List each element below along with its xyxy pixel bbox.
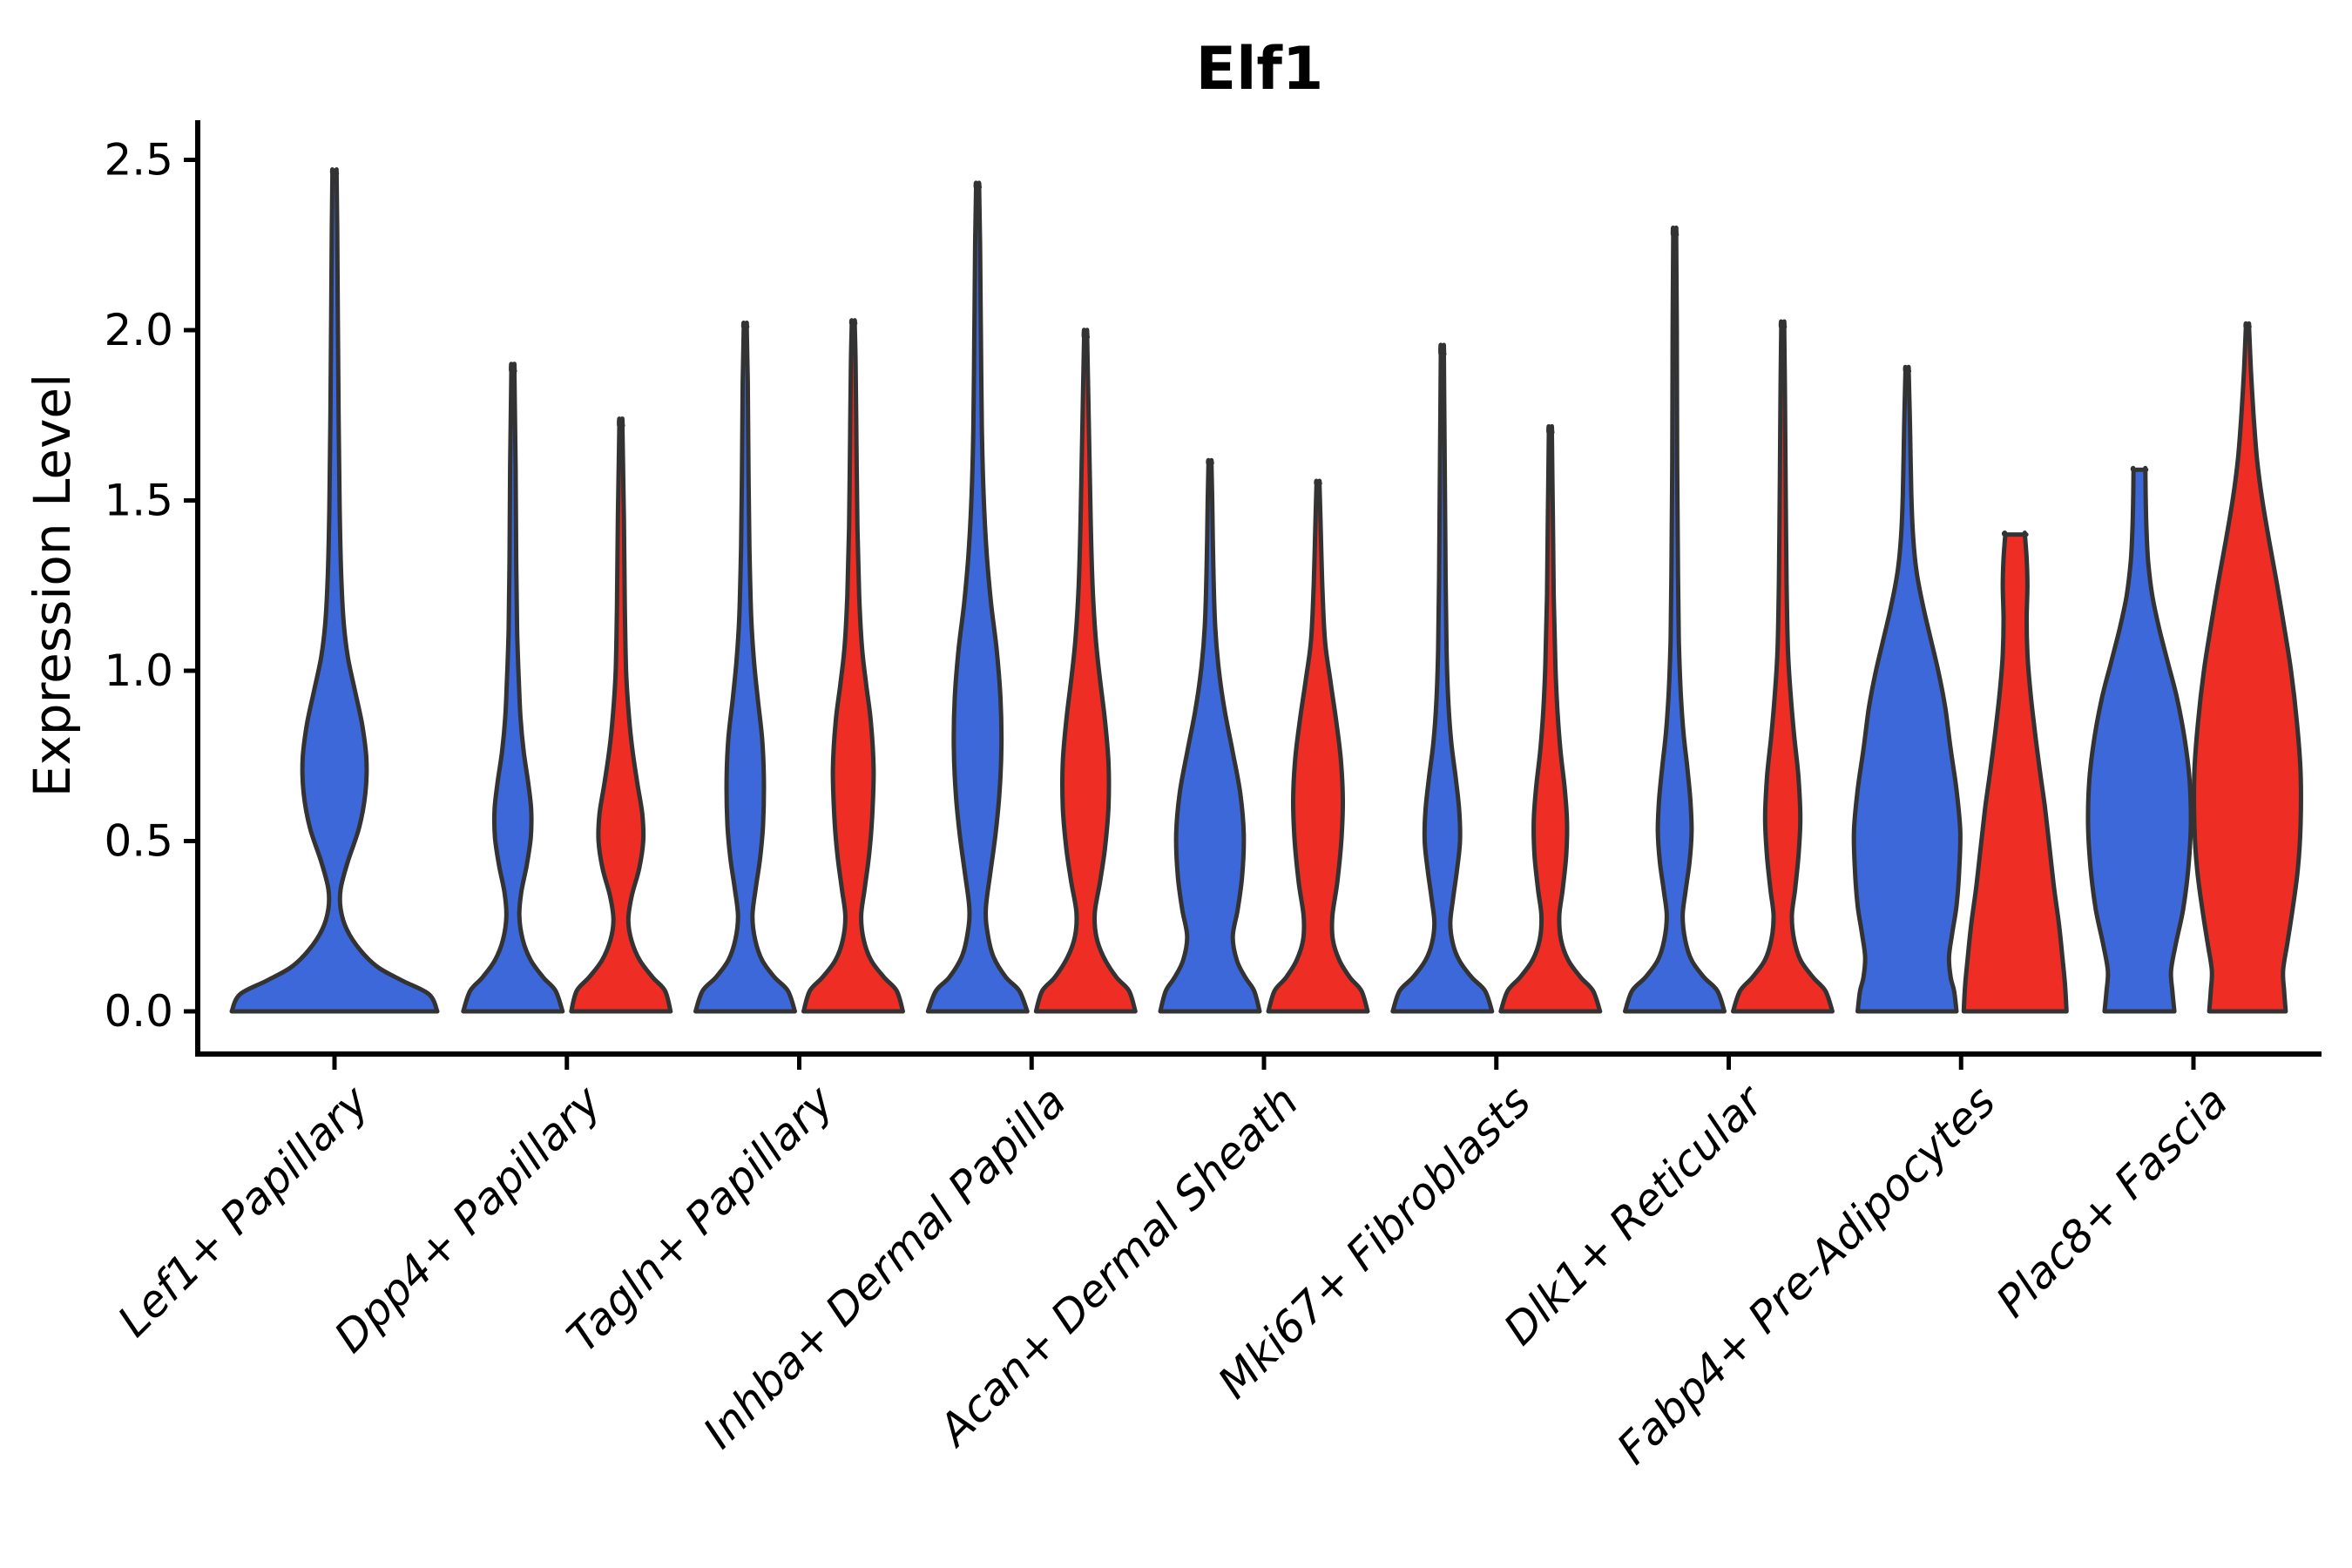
y-tick-label-0.5: 0.5 <box>104 816 173 867</box>
violin-6-red <box>1731 319 1835 1014</box>
violin-1-blue <box>461 362 565 1014</box>
y-tick-label-2.5: 2.5 <box>104 135 173 186</box>
y-tick-label-1.5: 1.5 <box>104 476 173 526</box>
violin-7-red <box>1961 531 2069 1014</box>
violin-3-blue <box>925 180 1030 1014</box>
violin-2-blue <box>693 321 797 1014</box>
violin-7-blue <box>1851 364 1963 1014</box>
violin-6-blue <box>1623 226 1727 1014</box>
violin-5-blue <box>1390 342 1495 1014</box>
violin-8-red <box>2192 321 2303 1014</box>
violin-1-red <box>569 416 673 1014</box>
violin-3-red <box>1033 328 1138 1014</box>
y-tick-label-1.0: 1.0 <box>104 645 173 696</box>
violin-2-red <box>801 318 905 1014</box>
chart-title: Elf1 <box>1196 35 1324 104</box>
y-tick-label-2.0: 2.0 <box>104 305 173 355</box>
y-axis-label: Expression Level <box>23 374 82 797</box>
violin-4-red <box>1266 478 1370 1014</box>
violin-5-red <box>1498 423 1603 1014</box>
violins-layer <box>229 167 2303 1014</box>
violin-0-blue <box>229 167 440 1014</box>
y-tick-label-0.0: 0.0 <box>104 986 173 1037</box>
violin-4-blue <box>1158 457 1262 1014</box>
violin-8-blue <box>2085 465 2193 1014</box>
